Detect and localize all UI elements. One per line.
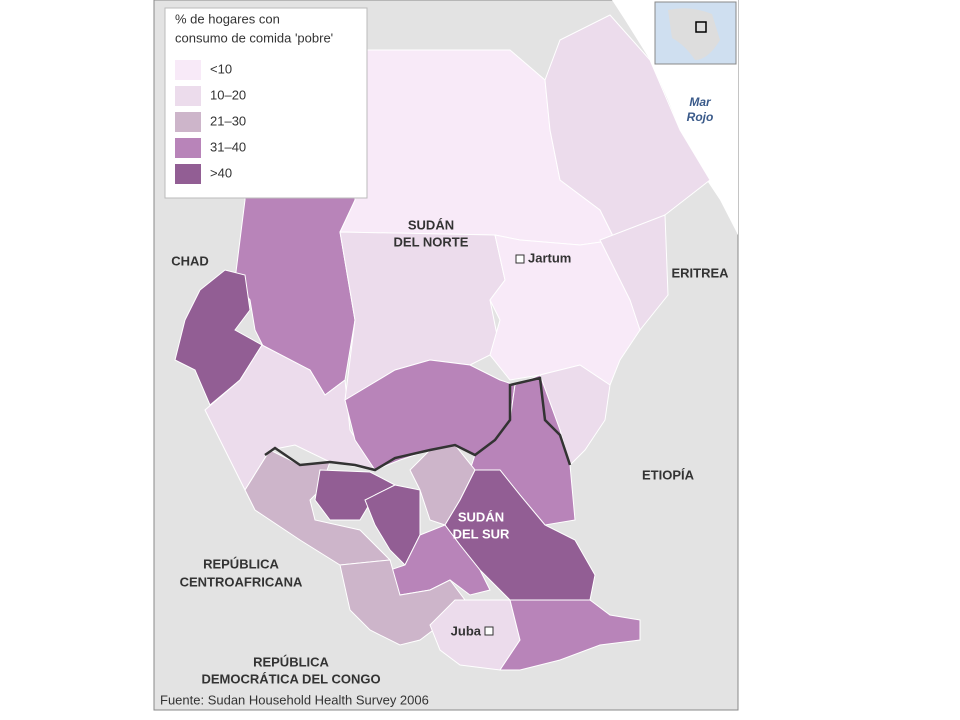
city-marker bbox=[515, 254, 525, 264]
legend-swatch bbox=[175, 112, 201, 132]
inset-land bbox=[668, 8, 720, 60]
city-label: Juba bbox=[451, 623, 482, 638]
sea-label: Mar bbox=[689, 95, 712, 109]
city-marker bbox=[484, 626, 494, 636]
legend-label: 31–40 bbox=[210, 139, 246, 154]
legend-items: <10 10–20 21–30 31–40 >40 bbox=[175, 60, 246, 184]
place-label: CHAD bbox=[171, 253, 209, 268]
legend-title: % de hogares con bbox=[175, 11, 280, 26]
place-label: DEMOCRÁTICA DEL CONGO bbox=[201, 671, 380, 686]
sea-label: Rojo bbox=[687, 110, 714, 124]
legend-title: consumo de comida 'pobre' bbox=[175, 30, 333, 45]
place-label: DEL SUR bbox=[453, 526, 510, 541]
place-label: REPÚBLICA bbox=[203, 556, 279, 571]
city-label: Jartum bbox=[528, 250, 571, 265]
place-label: SUDÁN bbox=[458, 509, 504, 524]
source: Fuente: Sudan Household Health Survey 20… bbox=[160, 692, 429, 707]
place-label: CENTROAFRICANA bbox=[180, 574, 303, 589]
legend-label: <10 bbox=[210, 61, 232, 76]
legend-label: 21–30 bbox=[210, 113, 246, 128]
place-label: DEL NORTE bbox=[394, 234, 469, 249]
legend-swatch bbox=[175, 60, 201, 80]
inset-marker bbox=[695, 21, 707, 33]
legend-swatch bbox=[175, 138, 201, 158]
place-label: SUDÁN bbox=[408, 217, 454, 232]
region bbox=[544, 14, 711, 241]
region bbox=[204, 344, 377, 492]
region bbox=[599, 214, 669, 332]
legend-label: 10–20 bbox=[210, 87, 246, 102]
legend-swatch bbox=[175, 164, 201, 184]
region bbox=[364, 484, 421, 566]
place-label: ERITREA bbox=[671, 265, 729, 280]
border-line bbox=[264, 376, 572, 472]
place-label: ETIOPÍA bbox=[642, 467, 695, 482]
place-label: REPÚBLICA bbox=[253, 654, 329, 669]
legend-label: >40 bbox=[210, 165, 232, 180]
legend-swatch bbox=[175, 86, 201, 106]
region bbox=[499, 599, 641, 671]
